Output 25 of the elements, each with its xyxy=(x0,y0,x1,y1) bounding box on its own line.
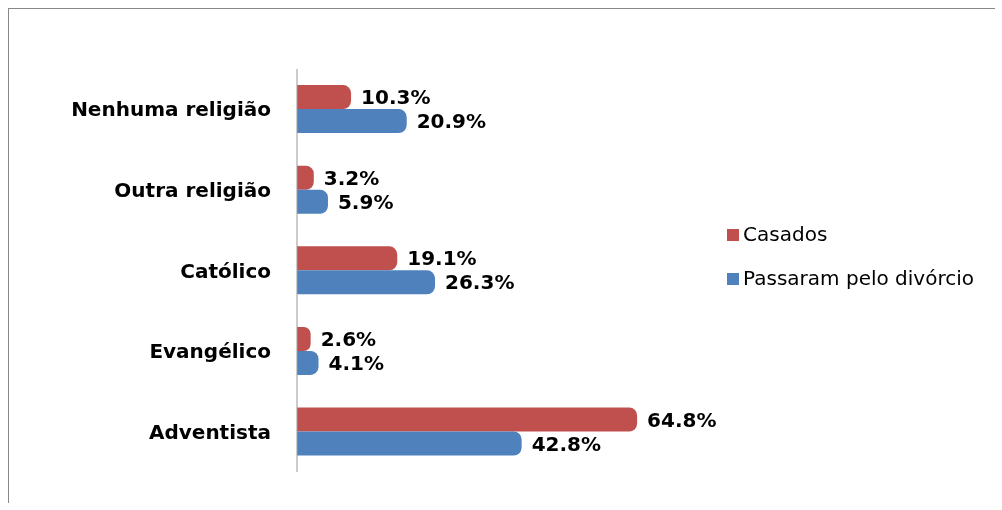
bar xyxy=(297,109,407,134)
data-label: 2.6% xyxy=(320,327,377,352)
legend-label: Casados xyxy=(743,221,828,246)
data-label: 4.1% xyxy=(328,351,384,376)
y-tick-label: Nenhuma religião xyxy=(71,97,271,122)
y-tick-label: Evangélico xyxy=(149,339,271,364)
bar xyxy=(297,270,436,295)
bar xyxy=(297,246,398,271)
y-tick-label: Outra religião xyxy=(114,178,271,202)
data-label: 64.8% xyxy=(647,407,717,432)
data-label: 10.3% xyxy=(361,85,431,110)
data-label: 3.2% xyxy=(323,165,380,190)
bar xyxy=(297,85,352,110)
bar xyxy=(297,407,638,432)
y-tick-label: Católico xyxy=(180,258,271,283)
bar xyxy=(297,431,522,456)
data-label: 26.3% xyxy=(445,270,515,295)
bar xyxy=(297,189,328,214)
data-label: 42.8% xyxy=(531,431,602,456)
data-label: 5.9% xyxy=(337,189,394,214)
data-label: 19.1% xyxy=(407,246,477,271)
bar xyxy=(297,350,319,375)
y-tick-label: Adventista xyxy=(148,419,271,444)
legend-label: Passaram pelo divórcio xyxy=(743,265,974,290)
data-label: 20.9% xyxy=(416,109,487,134)
